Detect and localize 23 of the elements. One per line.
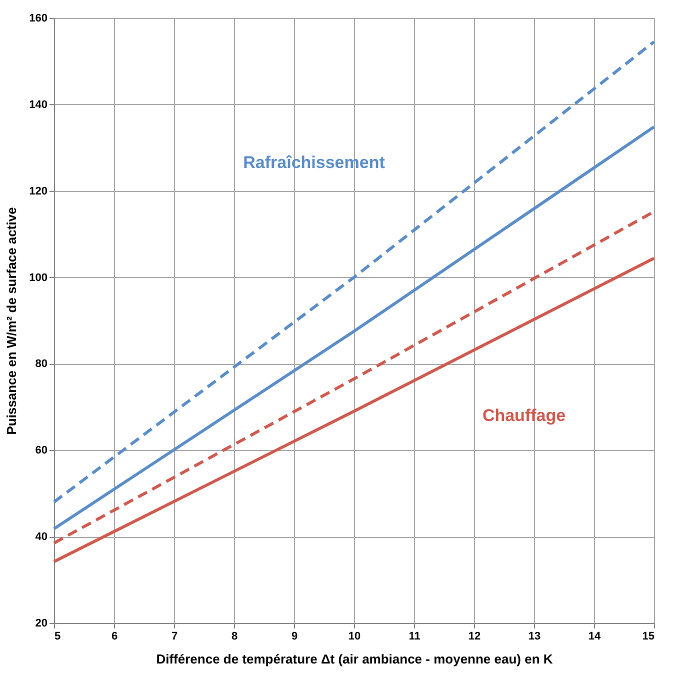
x-tick-label: 10 bbox=[348, 630, 361, 642]
x-tick-label: 14 bbox=[588, 630, 602, 642]
y-tick-label: 80 bbox=[35, 358, 48, 370]
x-tick-label: 15 bbox=[642, 630, 654, 642]
annotation: Rafraîchissement bbox=[243, 153, 386, 172]
x-tick-label: 6 bbox=[111, 630, 118, 642]
x-tick-label: 8 bbox=[231, 630, 238, 642]
annotation: Chauffage bbox=[482, 406, 566, 425]
y-axis-title: Puissance en W/m² de surface active bbox=[4, 207, 20, 435]
y-tick-label: 100 bbox=[29, 272, 48, 284]
x-tick-label: 12 bbox=[468, 630, 481, 642]
y-tick-label: 160 bbox=[29, 12, 48, 24]
y-tick-label: 140 bbox=[29, 98, 48, 111]
y-tick-label: 20 bbox=[35, 618, 48, 630]
x-tick-label: 13 bbox=[528, 630, 541, 642]
x-tick-label: 5 bbox=[54, 630, 61, 642]
x-tick-label: 7 bbox=[171, 630, 178, 642]
x-axis-title: Différence de température Δt (air ambiance - moyenne eau) en K bbox=[156, 652, 554, 666]
y-tick-label: 40 bbox=[35, 531, 48, 544]
y-tick-label: 120 bbox=[29, 185, 48, 198]
x-tick-label: 11 bbox=[408, 630, 420, 642]
x-tick-label: 9 bbox=[291, 630, 298, 642]
y-tick-label: 60 bbox=[35, 444, 48, 457]
